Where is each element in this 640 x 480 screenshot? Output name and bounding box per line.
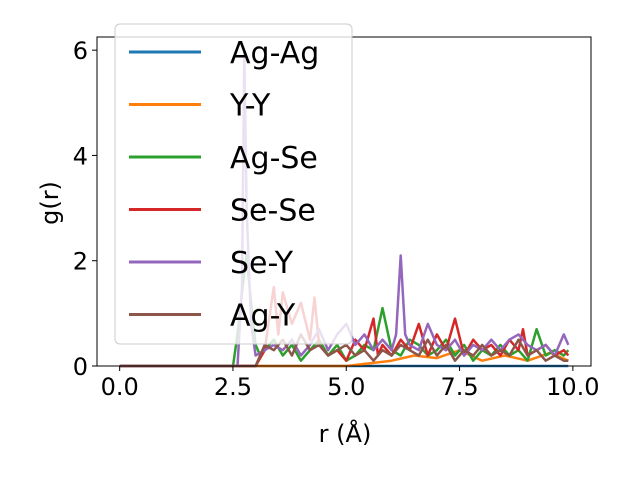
legend-box [114, 23, 353, 345]
x-axis-label: r (Å) [319, 419, 372, 448]
legend-label: Se-Y [230, 246, 294, 281]
legend-label: Ag-Se [230, 141, 318, 176]
x-tick-label: 0.0 [101, 373, 139, 401]
series-line-5 [119, 48, 570, 368]
y-tick-label: 0 [73, 353, 88, 381]
legend-label: Se-Se [230, 194, 316, 229]
x-tick-label: 5.0 [327, 373, 365, 401]
x-tick-label: 10.0 [546, 373, 599, 401]
x-tick-label: 7.5 [440, 373, 478, 401]
axes: 0.0 2.5 5.0 7.5 10.0 0 2 4 6 [73, 36, 600, 401]
legend-label: Ag-Y [230, 299, 296, 334]
y-tick-label: 4 [73, 142, 88, 170]
legend: Ag-Ag Y-Y Ag-Se Se-Se Se-Y Ag-Y [114, 23, 353, 345]
legend-label: Ag-Ag [230, 36, 319, 71]
y-tick-label: 2 [73, 248, 88, 276]
y-tick-label: 6 [73, 37, 88, 65]
legend-label: Y-Y [229, 89, 271, 124]
x-tick-label: 2.5 [214, 373, 252, 401]
y-axis-label: g(r) [36, 181, 64, 225]
